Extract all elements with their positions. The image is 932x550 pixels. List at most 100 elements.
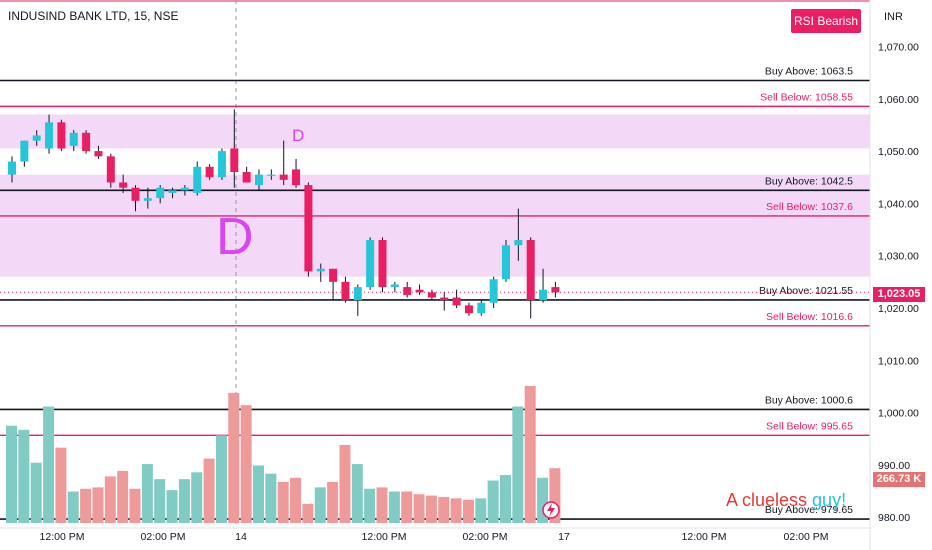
- volume-bar: [302, 503, 314, 523]
- volume-bar: [549, 468, 561, 523]
- lightning-icon: [547, 503, 555, 517]
- candle-body: [168, 190, 177, 193]
- candle-body: [390, 284, 399, 288]
- candle-body: [464, 305, 473, 314]
- highlight-zone: [0, 114, 870, 149]
- volume-bar: [55, 447, 67, 523]
- candle-body: [502, 245, 510, 280]
- watermark-text: A clueless guy!: [726, 490, 846, 511]
- y-tick-label: 1,060.00: [878, 94, 919, 106]
- volume-bar: [388, 491, 400, 523]
- candle-body: [279, 174, 288, 180]
- sell-below-label: Sell Below: 1037.6: [766, 201, 853, 213]
- volume-bar: [265, 473, 277, 523]
- pattern-marker-large: D: [216, 208, 254, 266]
- highlight-zone: [0, 174, 870, 277]
- candle-body: [329, 268, 338, 282]
- candle-body: [205, 166, 214, 178]
- last-volume-tag: 266.73 K: [873, 472, 925, 487]
- volume-bar: [166, 490, 178, 523]
- volume-bar: [30, 462, 42, 523]
- candle-body: [526, 240, 535, 301]
- candle-body: [551, 287, 560, 293]
- y-tick-label: 990.00: [878, 460, 910, 472]
- currency-label[interactable]: INR: [884, 11, 903, 23]
- candle-body: [477, 302, 486, 314]
- volume-bar: [117, 470, 129, 523]
- x-tick-label: 12:00 PM: [362, 531, 407, 543]
- candle-body: [119, 182, 128, 188]
- volume-bar: [512, 406, 524, 523]
- candle-body: [440, 297, 449, 301]
- x-tick-label: 17: [558, 531, 570, 543]
- candle-body: [242, 172, 251, 183]
- volume-bar: [80, 488, 92, 523]
- rsi-bearish-badge[interactable]: RSI Bearish: [791, 9, 861, 33]
- buy-above-label: Buy Above: 979.65: [765, 504, 853, 516]
- watermark-prefix: A clueless: [726, 490, 813, 510]
- candle-body: [32, 135, 41, 141]
- last-price-tag: 1,023.05: [873, 287, 925, 302]
- volume-bar: [425, 495, 437, 523]
- y-tick-label: 1,000.00: [878, 408, 919, 420]
- candle-body: [106, 156, 115, 183]
- buy-above-label: Buy Above: 1063.5: [765, 65, 853, 77]
- x-tick-label: 12:00 PM: [40, 531, 85, 543]
- y-tick-label: 1,010.00: [878, 355, 919, 367]
- candle-body: [143, 198, 152, 201]
- volume-bar: [438, 496, 450, 523]
- volume-bar: [277, 481, 289, 523]
- candle-body: [230, 148, 239, 173]
- x-tick-label: 02:00 PM: [784, 531, 829, 543]
- candle-body: [489, 279, 498, 303]
- volume-bar: [500, 475, 511, 523]
- volume-bar: [141, 464, 153, 523]
- volume-bar: [253, 465, 264, 523]
- y-tick-label: 1,040.00: [878, 198, 919, 210]
- pattern-marker-small: D: [292, 126, 304, 145]
- volume-bar: [450, 498, 462, 523]
- candle-body: [82, 132, 91, 152]
- volume-bar: [290, 477, 302, 523]
- candle-body: [452, 297, 461, 306]
- candle-body: [217, 151, 226, 178]
- volume-bar: [6, 425, 17, 523]
- volume-bar: [228, 392, 240, 523]
- volume-bar: [178, 479, 190, 523]
- volume-bar: [240, 405, 252, 523]
- y-tick-label: 980.00: [878, 512, 910, 524]
- x-tick-label: 12:00 PM: [682, 531, 727, 543]
- volume-bar: [104, 476, 116, 523]
- volume-bar: [18, 429, 30, 523]
- volume-bar: [92, 487, 104, 523]
- candle-body: [255, 174, 263, 186]
- volume-bar: [215, 435, 227, 523]
- candle-body: [156, 187, 165, 199]
- candle-body: [341, 281, 350, 301]
- candle-body: [267, 174, 276, 176]
- x-tick-label: 02:00 PM: [141, 531, 186, 543]
- candle-body: [131, 187, 140, 201]
- candle-body: [514, 240, 523, 246]
- y-tick-label: 1,030.00: [878, 251, 919, 263]
- candle-body: [378, 240, 387, 288]
- candle-body: [69, 132, 78, 146]
- volume-bar: [339, 444, 351, 523]
- volume-bar: [475, 498, 487, 523]
- volume-bar: [413, 494, 425, 523]
- volume-bar: [364, 488, 376, 523]
- watermark-suffix: guy!: [812, 490, 847, 510]
- volume-bar: [154, 479, 166, 523]
- candle-body: [94, 151, 103, 157]
- candle-body: [403, 287, 412, 295]
- x-tick-label: 14: [235, 531, 247, 543]
- sell-below-label: Sell Below: 995.65: [766, 420, 853, 432]
- y-tick-label: 1,020.00: [878, 303, 919, 315]
- volume-bar: [487, 480, 499, 523]
- candle-body: [57, 122, 66, 149]
- candle-body: [539, 289, 548, 301]
- buy-above-label: Buy Above: 1021.55: [759, 285, 853, 297]
- volume-bar: [203, 458, 215, 523]
